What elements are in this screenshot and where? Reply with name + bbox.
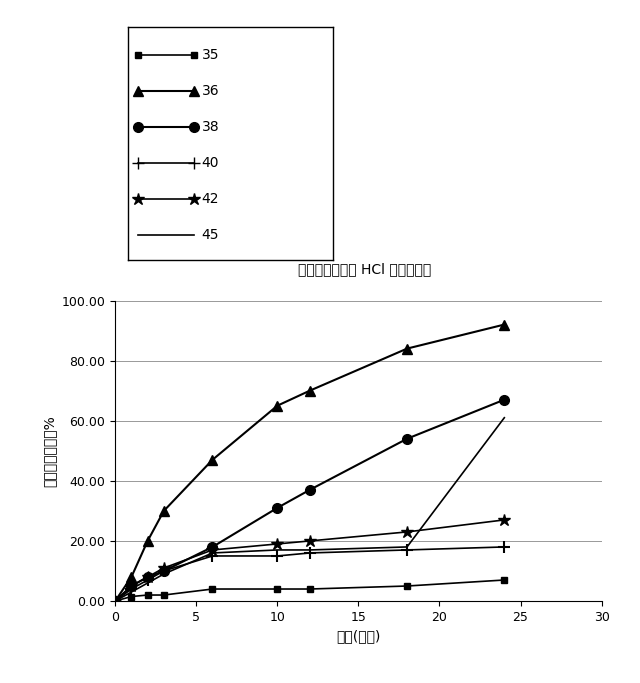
Text: ヒドロモルホン HCl の滜解速度: ヒドロモルホン HCl の滜解速度 [298,263,431,277]
Text: 42: 42 [202,192,220,206]
X-axis label: 時間(時間): 時間(時間) [336,629,381,643]
Text: 36: 36 [202,84,220,98]
Text: 40: 40 [202,156,220,170]
Y-axis label: 累積薬物放出、%: 累積薬物放出、% [42,415,56,487]
Text: 38: 38 [202,120,220,134]
Text: 35: 35 [202,48,220,62]
Text: 45: 45 [202,228,220,242]
